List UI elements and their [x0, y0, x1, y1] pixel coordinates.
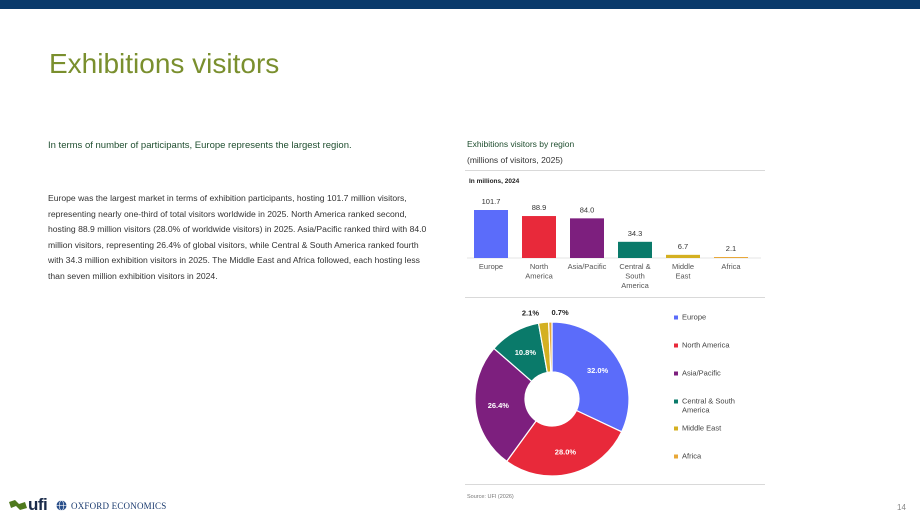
bar-category-label-europe: Europe	[479, 262, 503, 271]
body-text: Europe was the largest market in terms o…	[48, 193, 427, 281]
donut-value-label-central-south-america: 10.8%	[515, 348, 537, 357]
donut-slice-europe	[551, 321, 630, 433]
bar-category-label-central-south-america: Central & South America	[619, 262, 650, 290]
legend-label-north-america: North America	[682, 341, 730, 350]
legend-swatch-north-america	[674, 343, 678, 348]
bar-asia-pacific	[570, 218, 604, 258]
donut-slice-africa	[547, 321, 553, 373]
donut-value-label-europe: 32.0%	[587, 366, 609, 375]
bar-chart-panel: In millions, 2024 101.7 Europe 88.9 North Ame…	[465, 170, 765, 297]
bar-value-label-central-south-america: 34.3	[628, 229, 643, 238]
bar-category-label-north-america: North America	[525, 262, 553, 281]
ufi-logo: ufi	[8, 495, 48, 515]
source-note: Source: UFI (2026)	[467, 494, 514, 500]
top-accent-bar	[0, 0, 920, 9]
bar-value-label-europe: 101.7	[482, 197, 501, 206]
bar-north-america	[522, 216, 556, 258]
legend-label-central-south-america: Central & South America	[682, 397, 735, 415]
oxford-economics-text: OXFORD ECONOMICS	[71, 500, 167, 511]
chart-subtitle: (millions of visitors, 2025)	[467, 155, 563, 165]
bar-central-south-america	[618, 241, 652, 258]
bar-africa	[714, 257, 748, 258]
legend-swatch-asia-pacific	[674, 371, 678, 376]
donut-value-label-africa: 0.7%	[552, 308, 569, 317]
bar-value-label-middle-east: 6.7	[678, 242, 688, 251]
legend-label-africa: Africa	[682, 452, 702, 461]
legend-label-middle-east: Middle East	[682, 424, 722, 433]
donut-chart-panel: 32.0% 28.0% 26.4% 10.8% 2.1% 0.7% Europe North …	[465, 297, 765, 485]
chart-title: Exhibitions visitors by region	[467, 139, 575, 149]
bar-middle-east	[666, 254, 700, 258]
donut-value-label-asia-pacific: 26.4%	[488, 401, 510, 410]
bar-category-label-africa: Africa	[721, 262, 741, 271]
oxford-economics-logo: OXFORD ECONOMICS	[56, 500, 166, 511]
legend-swatch-middle-east	[674, 426, 678, 431]
donut-slice-north-america	[505, 409, 623, 477]
bar-value-label-asia-pacific: 84.0	[580, 205, 595, 214]
legend-swatch-africa	[674, 454, 678, 459]
page-number: 14	[897, 503, 906, 512]
page-title: Exhibitions visitors	[49, 48, 280, 79]
globe-icon	[56, 500, 67, 511]
lead-text: In terms of number of participants, Euro…	[48, 140, 352, 151]
ufi-logo-text: ufi	[28, 495, 48, 514]
donut-value-label-middle-east: 2.1%	[522, 309, 539, 318]
bar-europe	[474, 210, 508, 258]
donut-value-label-north-america: 28.0%	[555, 447, 577, 456]
donut-chart: 32.0% 28.0% 26.4% 10.8% 2.1% 0.7% Europe North …	[474, 308, 735, 477]
bar-chart-title: In millions, 2024	[469, 178, 520, 185]
legend-swatch-central-south-america	[674, 399, 678, 404]
legend-label-asia-pacific: Asia/Pacific	[682, 369, 721, 378]
bar-chart: In millions, 2024 101.7 Europe 88.9 North Ame…	[467, 178, 761, 290]
legend-label-europe: Europe	[682, 313, 706, 322]
bar-value-label-africa: 2.1	[726, 244, 736, 253]
donut-slice-asia-pacific	[474, 347, 537, 463]
legend-swatch-europe	[674, 315, 678, 320]
bar-category-label-asia-pacific: Asia/Pacific	[568, 262, 607, 271]
bar-category-label-middle-east: Middle East	[672, 262, 694, 281]
bar-value-label-north-america: 88.9	[532, 203, 547, 212]
ufi-mark-icon	[9, 500, 27, 510]
